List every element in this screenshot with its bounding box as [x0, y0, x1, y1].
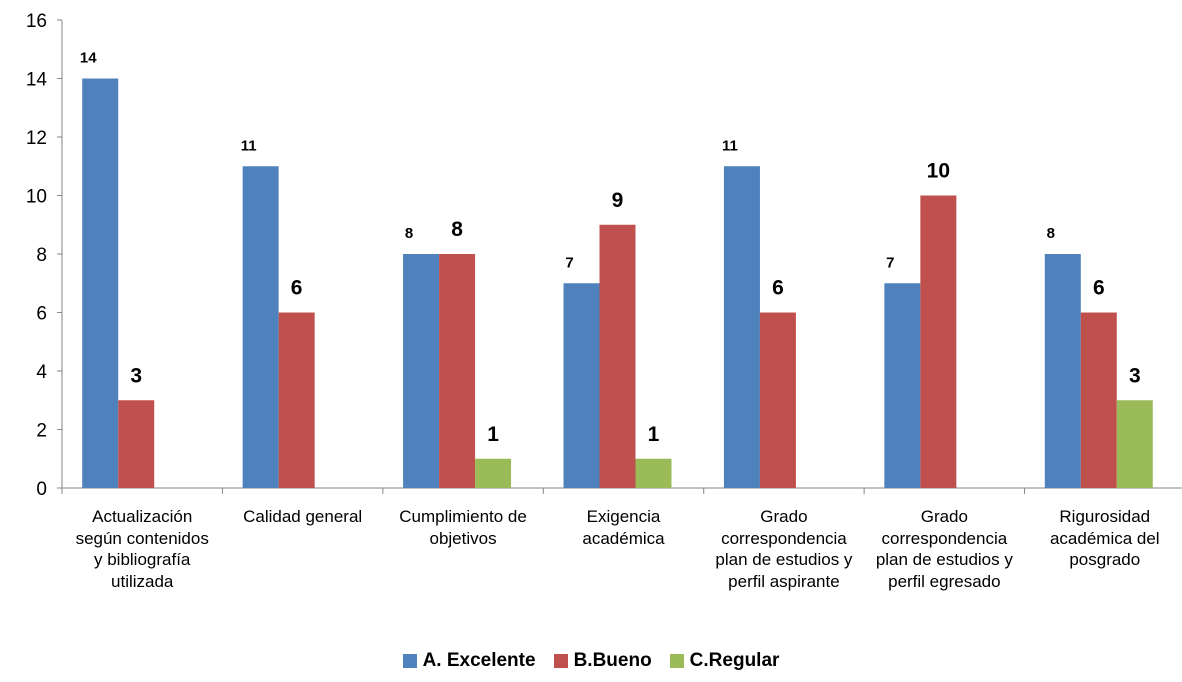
- category-label: Exigencia académica: [539, 506, 709, 549]
- data-label: 11: [722, 137, 738, 154]
- data-label: 14: [80, 50, 97, 67]
- category-label-line: objetivos: [429, 528, 497, 548]
- bar-bueno: [759, 312, 796, 488]
- category-label-line: académica del: [1049, 528, 1160, 548]
- legend-swatch: [402, 654, 417, 668]
- bar-excelente: [82, 78, 119, 488]
- bar-bueno: [1080, 312, 1117, 488]
- y-tick-label: 2: [36, 421, 47, 442]
- data-label: 7: [565, 254, 573, 271]
- category-label-line: utilizada: [111, 571, 174, 591]
- y-tick-label: 16: [26, 11, 47, 32]
- legend-item: B.Bueno: [553, 650, 652, 672]
- legend-swatch: [553, 654, 568, 668]
- category-label: Actualización según contenidos y bibliogra…: [57, 506, 227, 592]
- data-label: 8: [1047, 225, 1055, 242]
- legend-item: C.Regular: [669, 650, 780, 672]
- y-tick-label: 14: [26, 70, 48, 91]
- legend-label: C.Regular: [689, 650, 780, 671]
- bar-bueno: [439, 254, 476, 488]
- bar-regular: [475, 458, 512, 488]
- data-label: 6: [1093, 277, 1105, 300]
- bar-bueno: [599, 224, 636, 488]
- data-label: 1: [487, 423, 499, 446]
- category-label: Cumplimiento de objetivos: [378, 506, 548, 549]
- category-label-line: posgrado: [1069, 550, 1141, 569]
- category-label-line: Grado: [920, 507, 968, 526]
- data-label: 11: [241, 137, 257, 154]
- data-label: 8: [451, 218, 463, 241]
- category-label-line: perfil egresado: [888, 571, 1001, 591]
- bar-bueno: [278, 312, 315, 488]
- data-label: 1: [648, 423, 660, 446]
- category-label-line: y bibliografía: [94, 550, 191, 569]
- bar-bueno: [118, 400, 155, 488]
- y-tick-label: 0: [36, 479, 47, 500]
- data-label: 3: [130, 364, 142, 387]
- category-label-line: Exigencia: [586, 507, 661, 526]
- category-label-line: perfil aspirante: [728, 571, 840, 591]
- y-tick-label: 10: [26, 187, 47, 208]
- category-label: Grado correspondencia plan de estudios y pe…: [699, 506, 869, 592]
- bar-regular: [1116, 400, 1153, 488]
- bar-excelente: [563, 283, 600, 488]
- legend-label: A. Excelente: [422, 650, 536, 671]
- y-tick-label: 12: [26, 128, 47, 149]
- legend-label: B.Bueno: [573, 650, 652, 671]
- category-label-line: correspondencia: [721, 528, 847, 548]
- category-label-line: académica: [582, 528, 665, 548]
- category-label-line: según contenidos: [75, 528, 209, 548]
- category-label-line: plan de estudios y: [875, 550, 1013, 569]
- data-label: 7: [886, 254, 894, 271]
- legend-item: A. Excelente: [402, 650, 536, 672]
- category-label-line: Actualización: [92, 507, 193, 526]
- category-label: Calidad general: [218, 506, 388, 528]
- category-label-line: plan de estudios y: [715, 550, 853, 569]
- category-label-line: Rigurosidad: [1059, 507, 1151, 526]
- bar-excelente: [723, 166, 760, 488]
- bar-bueno: [920, 195, 957, 488]
- bar-excelente: [884, 283, 921, 488]
- legend-swatch: [669, 654, 684, 668]
- category-label-line: Grado: [760, 507, 808, 526]
- bar-excelente: [1044, 254, 1081, 488]
- bar-excelente: [403, 254, 440, 488]
- y-tick-label: 8: [36, 245, 47, 266]
- data-label: 3: [1129, 364, 1141, 387]
- legend: A. Excelente B.Bueno C.Regular: [0, 650, 1182, 672]
- category-label: Grado correspondencia plan de estudios y pe…: [859, 506, 1029, 592]
- data-label: 9: [612, 189, 624, 212]
- bar-regular: [635, 458, 672, 488]
- category-label: Rigurosidad académica del posgrado: [1020, 506, 1182, 571]
- y-tick-label: 4: [36, 362, 47, 383]
- data-label: 10: [927, 160, 950, 183]
- y-tick-label: 6: [36, 304, 47, 325]
- data-label: 6: [772, 277, 784, 300]
- category-label-line: Cumplimiento de: [399, 507, 527, 526]
- data-label: 8: [405, 225, 413, 242]
- bar-excelente: [242, 166, 279, 488]
- category-label-line: correspondencia: [881, 528, 1008, 548]
- category-label-line: Calidad general: [243, 507, 363, 526]
- data-label: 6: [291, 277, 303, 300]
